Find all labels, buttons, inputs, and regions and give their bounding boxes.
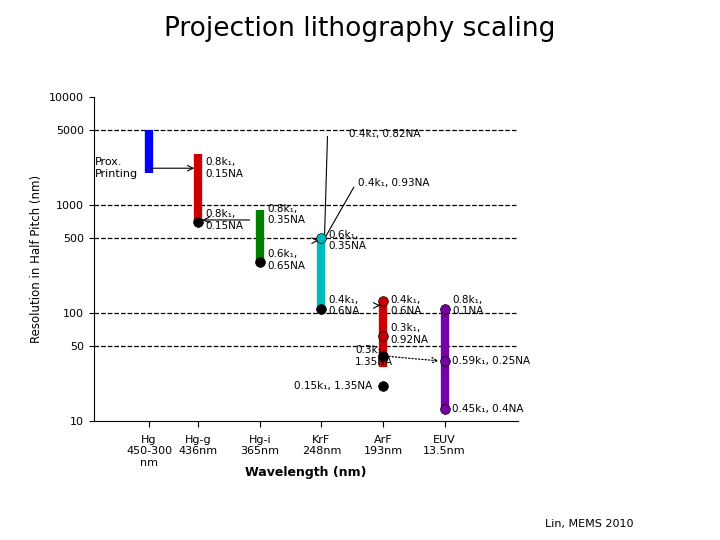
Text: KrF
248nm: KrF 248nm <box>302 435 341 456</box>
Text: 0.8k₁,
0.1NA: 0.8k₁, 0.1NA <box>452 295 483 316</box>
Text: Lin, MEMS 2010: Lin, MEMS 2010 <box>545 518 634 529</box>
X-axis label: Wavelength (nm): Wavelength (nm) <box>246 465 366 478</box>
Text: 0.59k₁, 0.25NA: 0.59k₁, 0.25NA <box>452 356 530 366</box>
Text: 0.15k₁, 1.35NA: 0.15k₁, 1.35NA <box>294 381 372 391</box>
Text: 0.6k₁,
0.35NA: 0.6k₁, 0.35NA <box>329 230 366 252</box>
Text: 0.45k₁, 0.4NA: 0.45k₁, 0.4NA <box>452 404 523 414</box>
Text: Prox.
Printing: Prox. Printing <box>95 158 138 179</box>
Text: 0.4k₁, 0.93NA: 0.4k₁, 0.93NA <box>359 178 430 188</box>
Text: 0.4k₁,
0.6NA: 0.4k₁, 0.6NA <box>390 295 422 316</box>
Text: 0.8k₁,
0.15NA: 0.8k₁, 0.15NA <box>206 209 243 231</box>
Text: 0.3k₁,
0.92NA: 0.3k₁, 0.92NA <box>390 323 428 345</box>
Text: Projection lithography scaling: Projection lithography scaling <box>164 16 556 42</box>
Text: EUV
13.5nm: EUV 13.5nm <box>423 435 466 456</box>
Text: Hg
450-300
nm: Hg 450-300 nm <box>126 435 172 468</box>
Text: 0.8k₁,
0.35NA: 0.8k₁, 0.35NA <box>267 204 305 225</box>
Text: 0.4k₁,
0.6NA: 0.4k₁, 0.6NA <box>329 295 360 316</box>
Text: 0.4k₁, 0.82NA: 0.4k₁, 0.82NA <box>349 129 420 139</box>
Text: Hg-g
436nm: Hg-g 436nm <box>179 435 218 456</box>
Text: 0.6k₁,
0.65NA: 0.6k₁, 0.65NA <box>267 249 305 271</box>
Y-axis label: Resolution in Half Pitch (nm): Resolution in Half Pitch (nm) <box>30 175 43 343</box>
Text: Hg-i
365nm: Hg-i 365nm <box>240 435 279 456</box>
Text: 0.3k₁,
1.35NA: 0.3k₁, 1.35NA <box>355 346 393 367</box>
Text: 0.8k₁,
0.15NA: 0.8k₁, 0.15NA <box>206 158 243 179</box>
Text: ArF
193nm: ArF 193nm <box>364 435 402 456</box>
